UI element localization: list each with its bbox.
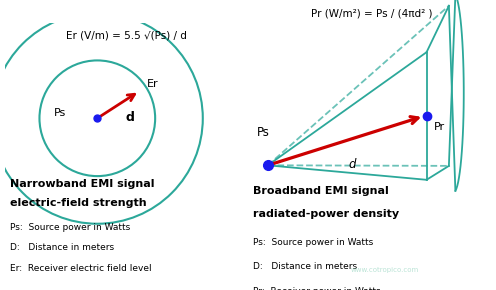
Text: d: d bbox=[348, 158, 356, 171]
Text: Er: Er bbox=[147, 79, 158, 89]
Text: Ps:  Source power in Watts: Ps: Source power in Watts bbox=[10, 223, 130, 232]
Text: radiated-power density: radiated-power density bbox=[253, 209, 399, 219]
Text: D:   Distance in meters: D: Distance in meters bbox=[10, 243, 114, 252]
Text: D:   Distance in meters: D: Distance in meters bbox=[253, 262, 357, 271]
Text: Broadband EMI signal: Broadband EMI signal bbox=[253, 186, 389, 195]
Text: Pr (W/m²) = Ps / (4πd² ): Pr (W/m²) = Ps / (4πd² ) bbox=[311, 9, 433, 19]
Text: Pr: Pr bbox=[434, 122, 445, 132]
Text: Narrowband EMI signal: Narrowband EMI signal bbox=[10, 179, 154, 189]
Text: electric-field strength: electric-field strength bbox=[10, 198, 146, 209]
Text: Er (V/m) = 5.5 √(Ps) / d: Er (V/m) = 5.5 √(Ps) / d bbox=[66, 31, 187, 41]
Text: www.cotropico.com: www.cotropico.com bbox=[350, 267, 419, 273]
Text: Pr:  Receiver power in Watts: Pr: Receiver power in Watts bbox=[253, 287, 380, 290]
Text: Er:  Receiver electric field level: Er: Receiver electric field level bbox=[10, 264, 151, 273]
Text: Ps:  Source power in Watts: Ps: Source power in Watts bbox=[253, 238, 373, 247]
Text: d: d bbox=[125, 111, 134, 124]
Text: Ps: Ps bbox=[54, 108, 65, 118]
Text: Ps: Ps bbox=[256, 126, 269, 139]
